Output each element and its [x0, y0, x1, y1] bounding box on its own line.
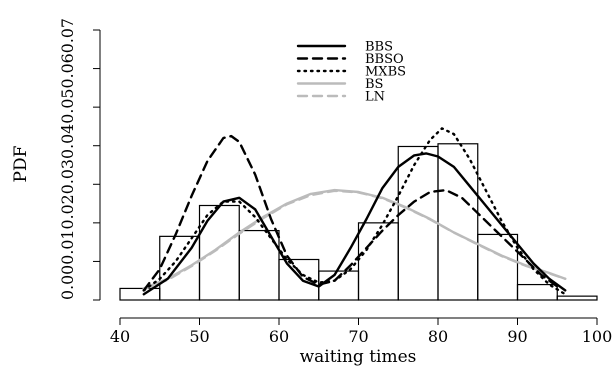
legend-label-mxbs: MXBS	[365, 65, 406, 80]
density-curves	[142, 127, 567, 296]
histogram-bar	[278, 258, 320, 301]
x-axis-label: waiting times	[300, 347, 417, 366]
histogram-bar	[516, 283, 558, 301]
series-line-bbs	[142, 152, 567, 296]
axes: 40 50 60 70 80 90 100 0.000.010.020.030.040.050…	[58, 18, 612, 346]
y-tick-labels: 0.000.010.020.030.040.050.060.07	[58, 18, 77, 300]
histogram-bars	[119, 143, 598, 301]
series-line-ln	[142, 189, 567, 291]
x-tick-label: 90	[507, 327, 527, 346]
legend-label-ln: LN	[365, 90, 385, 105]
x-tick-label: 70	[348, 327, 368, 346]
histogram-bar	[119, 287, 161, 301]
histogram-bar	[437, 143, 479, 301]
x-tick-label: 40	[110, 327, 130, 346]
y-axis-label: PDF	[11, 145, 31, 182]
x-tick-label: 100	[582, 327, 613, 346]
x-tick-label: 80	[428, 327, 448, 346]
legend-label-bbso: BBSO	[365, 52, 404, 67]
series-line-bbso	[142, 134, 559, 292]
histogram-bar	[556, 295, 598, 301]
x-tick-label: 60	[269, 327, 289, 346]
x-tick-label: 50	[189, 327, 209, 346]
histogram-bar	[198, 204, 240, 301]
legend-label-bbs: BBS	[365, 40, 393, 55]
series-line-mxbs	[142, 127, 567, 296]
histogram-bar	[397, 145, 439, 301]
histogram-bar	[477, 233, 519, 301]
legend-label-bs: BS	[365, 77, 383, 92]
